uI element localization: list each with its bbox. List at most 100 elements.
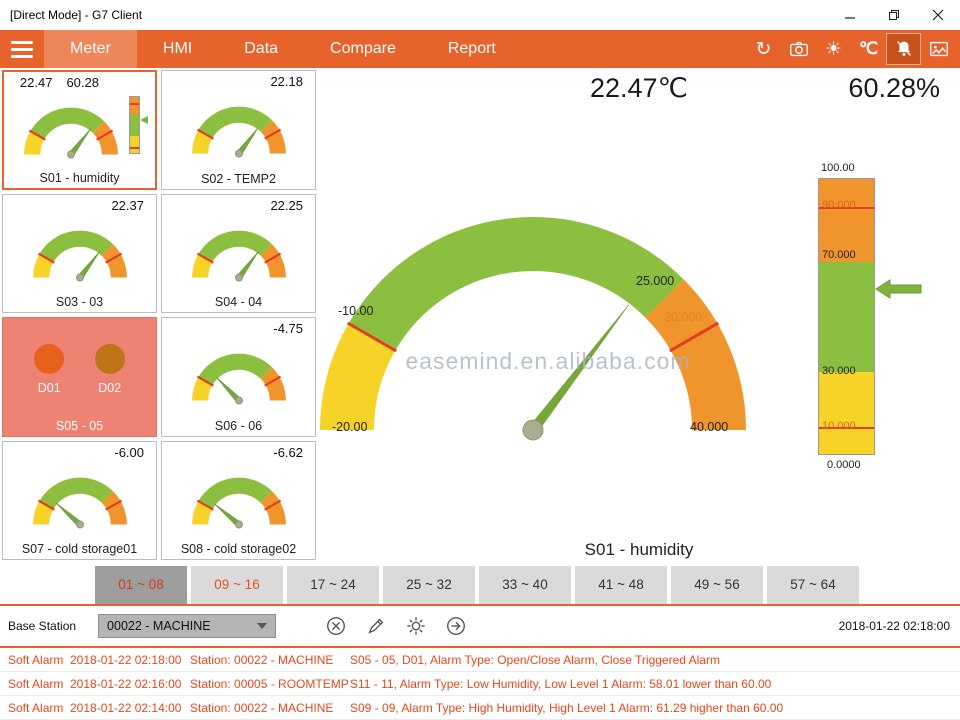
range-tab-09-16[interactable]: 09 ~ 16 [191,566,283,604]
sensor-value: 22.37 [111,197,144,213]
alarm-station: Station: 00022 - MACHINE [190,700,334,715]
menu-icon[interactable] [0,30,44,68]
chevron-down-icon [257,623,268,629]
watermark: easemind.en.alibaba.com [405,348,691,374]
sensor-gauge [191,106,286,158]
sensor-value: -6.00 [114,444,144,460]
alarm-message: S05 - 05, D01, Alarm Type: Open/Close Al… [350,652,720,667]
range-tab-33-40[interactable]: 33 ~ 40 [479,566,571,604]
bar-label-70: 70.000 [822,249,856,261]
bar-label-0: 0.0000 [827,459,861,471]
sensor-value-humidity: 60.28 [66,75,99,90]
clear-button[interactable] [324,614,348,638]
tab-compare[interactable]: Compare [330,40,396,57]
sensor-label: S03 - 03 [55,295,104,309]
alarm-type: Soft Alarm [8,700,64,715]
image-icon[interactable] [921,33,956,65]
sensor-label: S05 - 05 [55,418,104,433]
window-title: [Direct Mode] - G7 Client [10,8,143,22]
sensor-tile-s05[interactable]: D01 D02 S05 - 05 [2,317,157,437]
alarm-time: 2018-01-22 02:18:00 [70,652,182,667]
sensor-tile-s03[interactable]: 22.37 S03 - 03 [2,193,157,313]
temperature-gauge [320,217,746,441]
camera-icon[interactable] [781,33,816,65]
range-tab-17-24[interactable]: 17 ~ 24 [287,566,379,604]
title-bar: [Direct Mode] - G7 Client [0,0,960,30]
tab-data[interactable]: Data [244,40,279,57]
range-tab-41-48[interactable]: 41 ~ 48 [575,566,667,604]
sensor-label: S04 - 04 [214,295,263,309]
humidity-reading: 60.28% [848,73,940,103]
sensor-tile-s01[interactable]: 22.47 60.28 S01 - humidity [2,70,157,190]
alarm-bell-icon[interactable] [886,33,921,65]
sensor-mini-bar [129,96,148,154]
main-nav: Meter HMI Data Compare Report ↻ ☀ ℃ [0,30,960,68]
sensor-tile-s04[interactable]: 22.25 S04 - 04 [161,193,316,313]
alarm-type: Soft Alarm [8,676,64,691]
alarm-row: Soft Alarm 2018-01-22 02:16:00 Station: … [0,672,960,696]
minimize-button[interactable] [828,0,872,30]
close-button[interactable] [916,0,960,30]
range-tab-01-08[interactable]: 01 ~ 08 [95,566,187,604]
sensor-value-temp: 22.47 [19,75,53,90]
humidity-bar-pointer [875,279,922,299]
alarm-station: Station: 00022 - MACHINE [190,652,334,667]
station-dropdown[interactable]: 00022 - MACHINE [98,614,277,638]
sensor-value: -6.62 [273,444,303,460]
sensor-label: S07 - cold storage01 [21,542,138,556]
bar-label-30: 30.000 [822,365,856,377]
gauge-label-min: -20.00 [332,420,368,434]
range-tab-strip: 01 ~ 08 09 ~ 16 17 ~ 24 25 ~ 32 33 ~ 40 … [0,562,960,606]
gauge-label-alarm: 30.000 [664,310,703,324]
current-timestamp: 2018-01-22 02:18:00 [838,619,950,633]
tile-bar-pointer [140,116,148,125]
tab-hmi[interactable]: HMI [162,40,193,57]
sensor-label: S06 - 06 [214,418,263,433]
alarm-time: 2018-01-22 02:16:00 [70,676,182,691]
sensor-label: S01 - humidity [39,170,120,185]
sensor-gauge [32,477,127,529]
bar-label-10: 10.000 [822,420,856,432]
temperature-reading: 22.47℃ [590,73,688,103]
unit-toggle-icon[interactable]: ℃ [858,39,879,58]
sensor-value: 22.25 [270,197,303,213]
brightness-icon[interactable]: ☀ [824,38,843,60]
range-tab-57-64[interactable]: 57 ~ 64 [767,566,859,604]
range-tab-49-56[interactable]: 49 ~ 56 [671,566,763,604]
alarm-type: Soft Alarm [8,652,64,667]
sensor-value: -4.75 [273,321,303,336]
sensor-label: S08 - cold storage02 [180,542,297,556]
sensor-tile-s02[interactable]: 22.18 S02 - TEMP2 [161,70,316,190]
digital-indicator-d02 [94,344,125,374]
edit-button[interactable] [364,614,388,638]
alarm-time: 2018-01-22 02:14:00 [70,700,182,715]
restore-button[interactable] [872,0,916,30]
alarm-station: Station: 00005 - ROOMTEMP [190,676,349,691]
refresh-icon[interactable]: ↻ [755,38,772,60]
sensor-gauge [32,230,127,282]
go-arrow-button[interactable] [444,614,468,638]
sensor-label: S02 - TEMP2 [201,171,276,186]
bar-label-90: 90.000 [822,199,856,211]
tab-report[interactable]: Report [447,40,496,57]
digital-label: D02 [98,381,122,395]
sensor-tile-grid: 22.47 60.28 S01 - humidity 22.18 S02 - T… [0,68,318,562]
sensor-tile-s08[interactable]: -6.62 S08 - cold storage02 [161,440,316,560]
alarm-row: Soft Alarm 2018-01-22 02:18:00 Station: … [0,648,960,672]
humidity-bar: 100.00 90.000 70.000 30.000 10.000 0.000… [818,162,922,471]
content-area: 22.47 60.28 S01 - humidity 22.18 S02 - T… [0,68,960,562]
range-tab-25-32[interactable]: 25 ~ 32 [383,566,475,604]
sensor-gauge [191,477,286,529]
sensor-tile-s07[interactable]: -6.00 S07 - cold storage01 [2,440,157,560]
sensor-gauge [191,230,286,282]
station-dropdown-value: 00022 - MACHINE [107,619,211,633]
detail-panel: 22.47℃ 60.28% easemind.en.alibaba.com -2… [318,68,960,562]
gauge-label-max: 40.000 [690,420,729,434]
sensor-tile-s06[interactable]: -4.75 S06 - 06 [161,317,316,437]
settings-gear-button[interactable] [404,614,428,638]
bar-label-100: 100.00 [821,162,855,174]
tab-meter[interactable]: Meter [44,30,137,68]
sensor-gauge [24,107,118,159]
sensor-value: 22.18 [270,74,303,89]
digital-indicator-d01 [34,344,65,374]
